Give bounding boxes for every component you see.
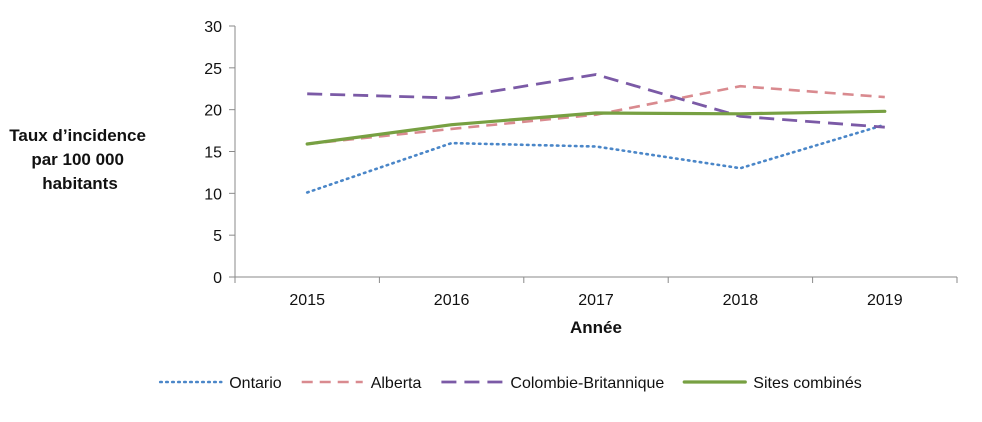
y-tick-label: 5 — [213, 228, 222, 245]
y-tick-label: 0 — [213, 270, 222, 287]
series-line-2 — [307, 84, 885, 146]
legend: Ontario Alberta Colombie-Britannique Sites … — [158, 375, 862, 392]
series-line-3 — [307, 73, 885, 129]
legend-label-4: Sites combinés — [753, 375, 862, 392]
y-tick-label: 25 — [204, 61, 222, 78]
legend-label-1: Ontario — [229, 375, 282, 392]
y-tick-label: 10 — [204, 186, 222, 203]
y-axis-title: Taux d’incidence par 100 000 habitants — [9, 126, 150, 193]
x-ticks: 2015 2016 2017 2018 2019 — [234, 277, 958, 309]
legend-label-3: Colombie-Britannique — [510, 375, 664, 392]
x-tick-label: 2019 — [867, 292, 903, 309]
x-tick-label: 2015 — [289, 292, 325, 309]
x-tick-label: 2017 — [578, 292, 614, 309]
x-axis-title: Année — [570, 318, 622, 337]
y-tick-label: 20 — [204, 103, 222, 120]
y-axis-title-line-2: par 100 000 — [31, 150, 124, 169]
series-lines — [305, 73, 887, 194]
series-line-1 — [305, 123, 887, 194]
x-tick-label: 2018 — [723, 292, 759, 309]
y-tick-label: 15 — [204, 145, 222, 162]
y-axis-title-line-1: Taux d’incidence — [9, 126, 146, 145]
y-tick-label: 30 — [204, 19, 222, 36]
x-tick-label: 2016 — [434, 292, 470, 309]
y-ticks: 0 5 10 15 20 25 30 — [204, 19, 235, 287]
y-axis-title-line-3: habitants — [42, 174, 118, 193]
series-line-4 — [305, 109, 887, 146]
axes — [234, 26, 957, 278]
legend-label-2: Alberta — [371, 375, 422, 392]
